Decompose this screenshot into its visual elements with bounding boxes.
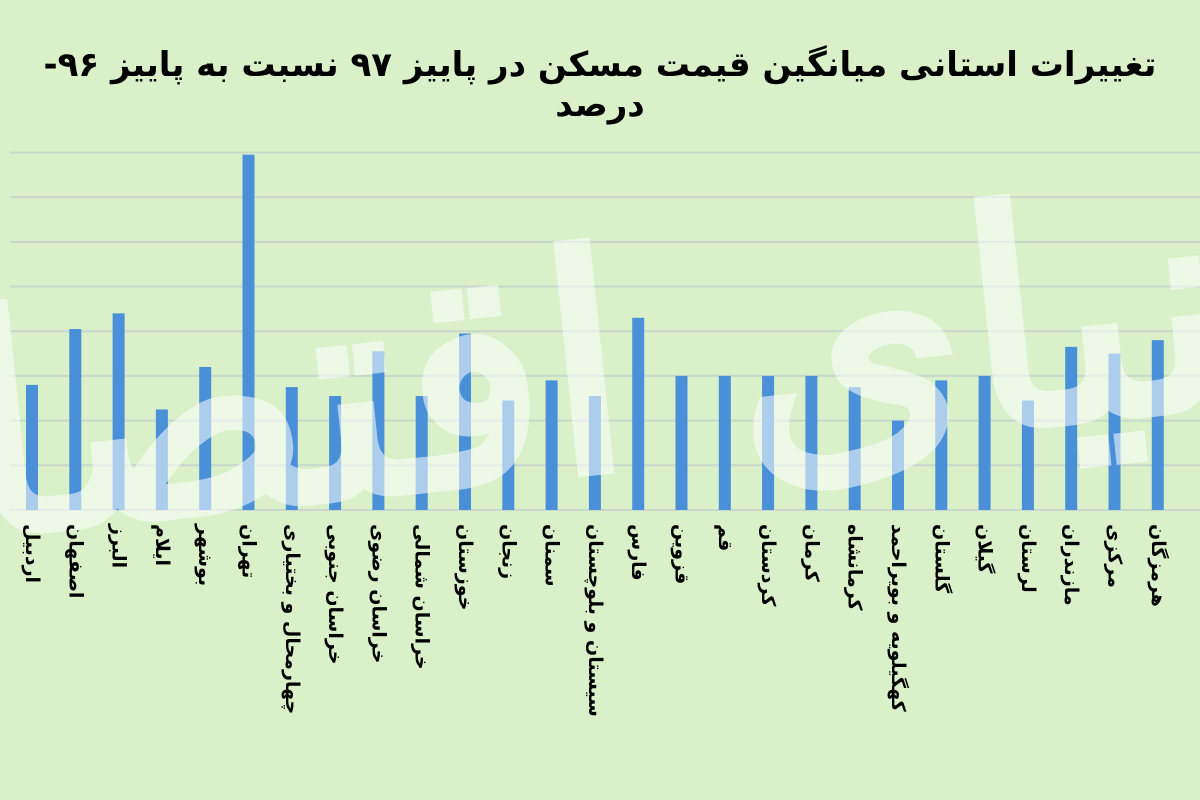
- category-labels: اردبیل اصفهان البرز ایلام بوشهر تهران چهارمحال…: [21, 523, 1170, 717]
- bar-13: [545, 380, 558, 510]
- category-label: کردستان: [757, 524, 779, 607]
- bar-5: [199, 366, 212, 510]
- category-label: گیلان: [974, 524, 997, 574]
- category-label: خراسان شمالی: [411, 524, 433, 670]
- category-label: تهران: [238, 524, 260, 578]
- bar-7: [285, 387, 298, 510]
- bar-11: [459, 333, 471, 510]
- chart-title: تغییرات استانی میانگین قیمت مسکن در پایی…: [43, 45, 1157, 125]
- category-label: هرمزگان: [1147, 524, 1170, 607]
- category-label: قزوین: [671, 524, 693, 584]
- category-label: سیستان و بلوچستان: [584, 524, 606, 717]
- category-label: لرستان: [1017, 524, 1039, 593]
- bar-2: [69, 329, 82, 510]
- category-label: گلستان: [930, 524, 953, 594]
- category-label: اردبیل: [21, 524, 43, 583]
- category-label: چهارمحال و بختیاری: [281, 524, 303, 714]
- bar-10: [415, 396, 428, 510]
- category-label: البرز: [108, 523, 130, 568]
- bar-1: [26, 384, 38, 510]
- bar-18: [762, 375, 775, 510]
- category-label: سمنان: [541, 524, 563, 587]
- bar-25: [1065, 346, 1078, 510]
- category-label: ایلام: [151, 524, 173, 566]
- grid-lines: [10, 151, 1200, 511]
- category-label: زنجان: [497, 524, 519, 579]
- bar-6: [242, 154, 255, 510]
- bar-9: [372, 351, 385, 510]
- bar-23: [978, 375, 991, 510]
- bar-24: [1021, 400, 1034, 510]
- category-label: مرکزی: [1104, 524, 1126, 588]
- bar-26: [1108, 353, 1121, 510]
- bar-19: [805, 375, 818, 510]
- category-label: کرمان: [800, 524, 822, 583]
- category-label: کرمانشاه: [844, 524, 866, 612]
- category-label: کهگیلویه و بویراحمد: [887, 524, 910, 713]
- bar-8: [329, 396, 342, 510]
- category-label: خوزستان: [454, 524, 476, 610]
- category-label: اصفهان: [64, 524, 86, 598]
- bar-16: [675, 375, 688, 510]
- category-label: بوشهر: [194, 523, 216, 586]
- category-label: خراسان جنوبی: [324, 524, 346, 664]
- category-label: مازندران: [1060, 524, 1082, 606]
- category-label: فارس: [627, 524, 649, 581]
- bar-17: [718, 375, 731, 510]
- category-label: خراسان رضوی: [367, 524, 389, 663]
- category-label: قم: [714, 524, 736, 551]
- bar-4: [155, 409, 168, 510]
- bar-21: [892, 420, 904, 510]
- bar-20: [848, 387, 861, 510]
- bars: [26, 154, 1164, 510]
- bar-22: [935, 380, 948, 510]
- bar-3: [112, 313, 125, 510]
- bar-14: [588, 396, 601, 510]
- bar-15: [632, 317, 645, 510]
- bar-27: [1151, 340, 1164, 510]
- bar-12: [502, 400, 515, 510]
